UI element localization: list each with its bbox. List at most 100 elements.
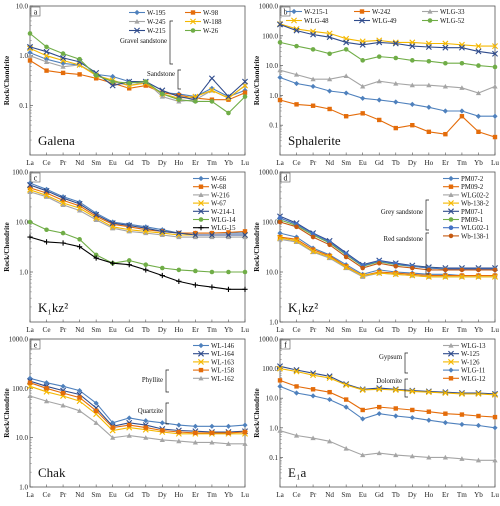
- data-point: [409, 272, 416, 279]
- legend-entry: WLG-52: [440, 18, 465, 25]
- data-point: [27, 43, 33, 50]
- data-point: [393, 264, 399, 269]
- data-point: [360, 95, 366, 101]
- x-tick-label: Nd: [75, 326, 84, 334]
- y-tick-label: 1.0: [269, 319, 278, 327]
- x-tick-label: Ce: [43, 326, 51, 334]
- panel-letter-box: [30, 339, 41, 350]
- data-point: [310, 83, 316, 90]
- data-point: [176, 92, 182, 98]
- sample-label: K₁kz²: [288, 300, 318, 315]
- data-point: [60, 64, 66, 69]
- data-point: [93, 211, 100, 218]
- series-line: [279, 385, 496, 429]
- legend-entry: W-214-1: [211, 209, 235, 216]
- data-point: [27, 189, 33, 194]
- series-line: [29, 221, 245, 273]
- legend-entry: Wb-138-2: [461, 201, 490, 208]
- data-point: [310, 103, 316, 108]
- data-point: [143, 262, 149, 267]
- data-point: [27, 185, 33, 191]
- legend-entry: Wb-138-1: [461, 233, 489, 240]
- legend-marker: [198, 350, 204, 357]
- legend-marker: [198, 192, 204, 197]
- data-point: [327, 51, 332, 57]
- series-line: [29, 385, 245, 435]
- data-point: [126, 258, 132, 263]
- legend-marker: [198, 200, 204, 207]
- data-point: [343, 90, 349, 96]
- group-label: Gravel sandstone: [120, 38, 167, 45]
- y-tick-label: 1.0: [269, 92, 278, 100]
- legend-marker: [198, 175, 204, 182]
- x-tick-label: La: [26, 326, 34, 334]
- x-tick-label: La: [276, 491, 284, 499]
- legend-entry: W-215-1: [304, 9, 328, 16]
- y-tick-label: 10.0: [266, 269, 279, 277]
- data-point: [242, 234, 248, 240]
- plot-frame: [279, 338, 496, 488]
- data-point: [360, 111, 365, 116]
- x-tick-label: Yb: [474, 491, 483, 499]
- x-tick-label: Tm: [457, 159, 467, 167]
- data-point: [393, 406, 398, 411]
- y-axis-label: Rock/Chondrite: [253, 56, 261, 106]
- data-point: [44, 227, 49, 233]
- x-tick-label: Dy: [408, 159, 417, 167]
- y-tick-label: 1.0: [19, 269, 28, 277]
- legend-marker: [134, 18, 140, 24]
- data-point: [126, 228, 132, 234]
- data-point: [93, 255, 99, 261]
- data-point: [225, 231, 232, 238]
- data-point: [110, 435, 116, 440]
- data-point: [277, 428, 283, 433]
- group-bracket: [165, 402, 169, 425]
- panel-letter-box: [280, 339, 291, 350]
- data-point: [110, 222, 115, 227]
- data-point: [426, 58, 432, 64]
- data-point: [458, 389, 465, 396]
- data-point: [110, 225, 116, 231]
- data-point: [176, 97, 182, 102]
- y-axis-label: Rock/Chondrite: [3, 388, 11, 438]
- legend-entry: W-67: [211, 201, 227, 208]
- data-point: [209, 284, 215, 290]
- series-line: [29, 184, 245, 236]
- x-tick-label: Eu: [359, 326, 367, 334]
- data-point: [459, 421, 465, 428]
- data-point: [359, 272, 366, 279]
- data-point: [209, 234, 215, 240]
- x-tick-label: Er: [442, 491, 449, 499]
- data-point: [242, 90, 248, 95]
- group-label: Dolomite: [376, 378, 402, 385]
- legend-entry: WL-146: [211, 343, 235, 350]
- legend-marker: [134, 27, 140, 34]
- series-line: [279, 236, 495, 277]
- legend-marker: [448, 192, 454, 197]
- data-point: [377, 117, 382, 123]
- x-tick-label: Yb: [224, 326, 233, 334]
- data-point: [393, 80, 399, 86]
- y-tick-label: 1000.0: [9, 336, 29, 344]
- x-tick-label: Ho: [424, 326, 433, 334]
- y-tick-label: 1.0: [19, 484, 28, 492]
- x-tick-label: Ho: [174, 326, 183, 334]
- data-point: [475, 48, 482, 55]
- data-point: [27, 31, 33, 36]
- data-point: [310, 234, 316, 240]
- sample-label: Galena: [38, 133, 75, 148]
- data-point: [127, 86, 132, 91]
- legend-entry: W-126: [461, 359, 480, 366]
- data-point: [27, 380, 33, 385]
- data-point: [359, 386, 366, 393]
- series-W-215-1: [277, 74, 498, 119]
- data-point: [410, 407, 415, 413]
- data-point: [109, 82, 116, 89]
- x-tick-label: Ce: [43, 159, 51, 167]
- data-point: [143, 267, 149, 273]
- series-line: [29, 46, 246, 101]
- group-bracket: [169, 20, 173, 65]
- x-tick-label: Dy: [158, 159, 167, 167]
- data-point: [277, 219, 283, 225]
